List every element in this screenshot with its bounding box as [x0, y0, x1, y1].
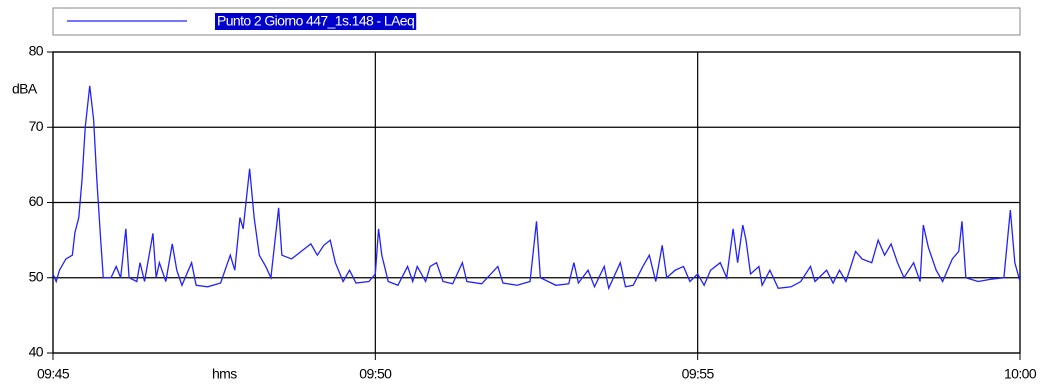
legend-box	[52, 7, 1021, 36]
y-axis-label: dBA	[12, 81, 38, 97]
legend-highlight	[215, 13, 417, 30]
x-tick-label: 09:50	[359, 366, 392, 382]
legend-label: Punto 2 Giorno 447_1s.148 - LAeq	[217, 13, 414, 29]
x-tick-label: 10:00	[1004, 366, 1037, 382]
plot-frame	[52, 51, 1021, 354]
legend: Punto 2 Giorno 447_1s.148 - LAeq	[67, 13, 417, 30]
x-axis-label: hms	[212, 366, 237, 382]
y-tick-label: 70	[29, 118, 44, 134]
x-tick-label: 09:55	[682, 366, 715, 382]
y-tick-label: 80	[29, 43, 44, 59]
y-tick-label: 40	[29, 344, 44, 360]
x-tick-label: 09:45	[37, 366, 70, 382]
y-tick-label: 60	[29, 193, 44, 209]
data-line	[52, 85, 1021, 291]
y-tick-label: 50	[29, 268, 44, 284]
